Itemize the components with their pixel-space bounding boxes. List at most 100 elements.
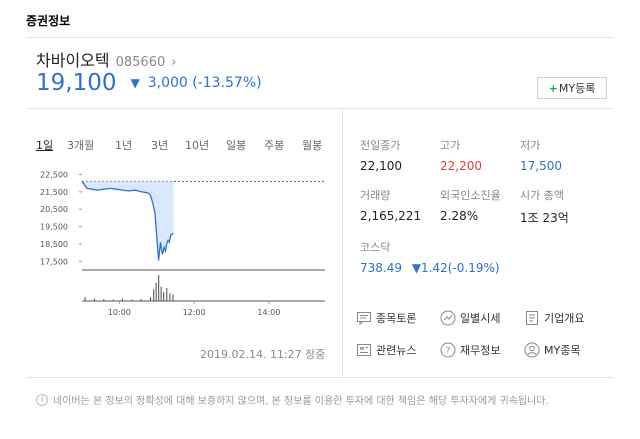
section-title: 증권정보 [26,14,71,28]
volume-bar [131,299,133,301]
stock-name-row[interactable]: 차바이오텍 085660 › [36,47,176,71]
volume-bar [93,298,96,301]
stat-label: 외국인소진율 [440,189,501,202]
price-change: 3,000 (-13.57%) [147,75,262,91]
finance-icon: ? [440,342,456,358]
kosdaq-values: 738.49 ▼1.42(-0.19%) [360,261,520,275]
price-row: 19,100 ▼ 3,000 (-13.57%) [36,70,262,96]
x-axis-ticks: 10:00 12:00 14:00 [108,301,280,317]
volume-bar [158,275,160,301]
volume-bar [112,299,114,301]
link-discussion[interactable]: 종목토론 [356,310,416,326]
period-tabs: 1일 3개월 1년 3년 10년 일봉 주봉 월봉 [36,137,322,153]
timestamp: 2019.02.14. 11:27 장중 [200,348,326,361]
bottom-divider [26,377,614,378]
link-label: 일별시세 [460,312,501,325]
y-tick-label: 22,500 [40,170,68,179]
link-label: 종목토론 [376,312,417,325]
link-my-stocks[interactable]: MY종목 [524,342,580,358]
kosdaq-value: 738.49 [360,261,402,275]
volume-bar [140,298,142,301]
vertical-divider [342,108,343,377]
tab-weekly-candle[interactable]: 주봉 [264,139,285,152]
link-label: 관련뉴스 [376,344,417,357]
link-daily-quote[interactable]: 일별시세 [440,310,500,326]
user-icon [524,342,540,358]
tab-1year[interactable]: 1년 [115,139,133,152]
stat-low: 저가 17,500 [520,137,640,173]
tab-daily-candle[interactable]: 일봉 [226,139,247,152]
y-axis-ticks: 22,500 21,500 20,500 19,500 18,500 17,500 [40,170,82,266]
y-tick-label: 18,500 [40,240,68,249]
volume-bar [166,288,168,301]
svg-text:?: ? [446,347,451,357]
x-tick-label: 12:00 [183,308,206,317]
y-tick-label: 19,500 [40,223,68,232]
stat-value: 2,165,221 [360,209,422,223]
tab-10year[interactable]: 10년 [185,139,210,152]
tab-3month[interactable]: 3개월 [67,139,95,152]
y-tick-label: 17,500 [40,257,68,266]
stat-value: 2.28% [440,209,479,223]
stat-label: 전일종가 [360,139,401,152]
tab-1day[interactable]: 1일 [36,139,54,152]
link-label: 기업개요 [544,312,585,325]
kosdaq-change: ▼1.42(-0.19%) [411,261,500,275]
stat-market-cap: 시가 총액 1조 23억 [520,187,640,226]
tab-monthly-candle[interactable]: 월봉 [302,139,323,152]
x-tick-label: 14:00 [257,308,280,317]
down-triangle-icon: ▼ [130,76,140,90]
header-divider [26,37,614,38]
y-tick-label: 21,500 [40,188,68,197]
volume-bar [160,286,162,301]
link-label: MY종목 [544,344,581,357]
volume-bars [84,275,174,301]
news-icon [356,342,372,358]
stat-kosdaq: 코스닥 738.49 ▼1.42(-0.19%) [360,239,520,275]
disclaimer-text: 네이버는 본 정보의 정확성에 대해 보증하지 않으며, 본 정보를 이용한 투… [53,396,549,407]
volume-bar [155,282,157,301]
stat-label: 고가 [440,139,461,152]
stat-label: 시가 총액 [520,189,564,202]
volume-bar [84,297,86,301]
stock-name[interactable]: 차바이오텍 [36,51,110,70]
link-label: 재무정보 [460,344,501,357]
chevron-right-icon[interactable]: › [171,55,177,70]
current-price: 19,100 [36,70,117,96]
stat-prev-close: 전일종가 22,100 [360,137,520,173]
discussion-icon [356,310,372,326]
link-related-news[interactable]: 관련뉴스 [356,342,416,358]
stat-volume: 거래량 2,165,221 [360,187,520,223]
stat-value: 22,200 [440,159,482,173]
info-icon: i [36,393,48,406]
price-area [82,181,174,261]
stat-label: 저가 [520,139,541,152]
x-tick-label: 10:00 [108,308,131,317]
stat-value: 1조 23억 [520,211,569,225]
volume-bar [121,298,124,301]
disclaimer: i 네이버는 본 정보의 정확성에 대해 보증하지 않으며, 본 정보를 이용한… [36,392,549,407]
stat-label: 코스닥 [360,241,391,254]
y-tick-label: 20,500 [40,205,68,214]
add-my-stock-button[interactable]: + MY등록 [537,77,607,99]
volume-bar [153,289,155,301]
volume-bar [103,298,105,301]
stat-value: 22,100 [360,159,402,173]
volume-bar [169,293,171,301]
stat-high: 고가 22,200 [440,137,600,173]
stock-code: 085660 [115,55,166,70]
tab-3year[interactable]: 3년 [151,139,169,152]
company-icon [524,310,540,326]
stat-value: 17,500 [520,159,562,173]
volume-bar [172,294,174,301]
stat-label: 거래량 [360,189,391,202]
link-financial-info[interactable]: ? 재무정보 [440,342,500,358]
main-divider [26,108,614,109]
volume-bar [149,297,152,301]
plus-icon: + [548,81,558,95]
trend-icon [440,310,456,326]
add-my-stock-label: MY등록 [558,82,596,95]
price-line [81,181,174,261]
volume-bar [163,291,165,301]
link-company-overview[interactable]: 기업개요 [524,310,584,326]
